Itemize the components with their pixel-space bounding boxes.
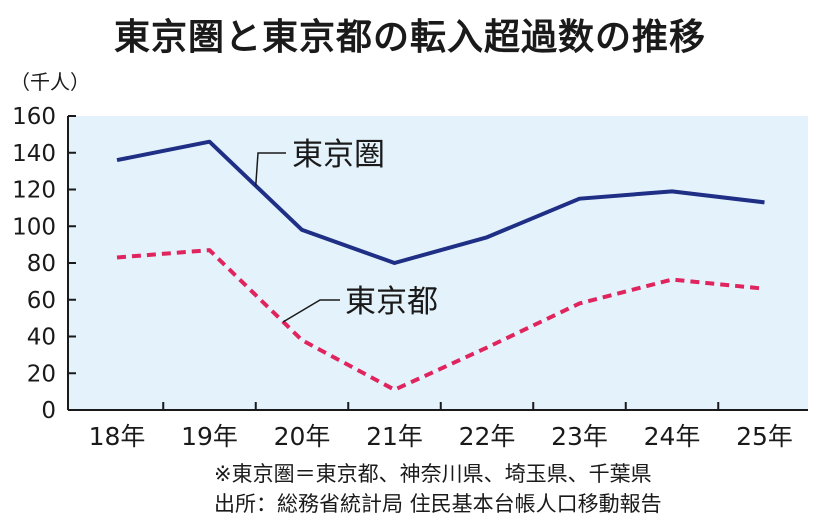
y-tick-label: 80 [27, 251, 56, 277]
x-tick-label: 23年 [551, 422, 608, 451]
y-tick-label: 120 [12, 178, 56, 204]
series-label-tokyo-metro: 東京都 [345, 284, 438, 320]
x-tick-label: 24年 [644, 422, 701, 451]
x-tick-label: 22年 [459, 422, 516, 451]
y-tick-label: 140 [12, 141, 56, 167]
axes: 0 20 40 60 80 100 120 140 160 18年 19年 20年 21年 22年 23年 2… [12, 104, 808, 451]
y-tick-label: 20 [27, 361, 56, 387]
x-tick-label: 21年 [366, 422, 423, 451]
source-note: 出所：総務省統計局 住民基本台帳人口移動報告 [214, 492, 662, 516]
y-tick-label: 160 [12, 104, 56, 130]
y-tick-label: 40 [27, 325, 56, 351]
leader-line [282, 299, 340, 323]
y-tick-label: 0 [41, 398, 56, 424]
footnote: ※東京圏＝東京都、神奈川県、埼玉県、千葉県 [214, 462, 652, 486]
series-layer [116, 139, 765, 392]
chart-title: 東京圏と東京都の転入超過数の推移 [113, 17, 706, 58]
y-tick-label: 60 [27, 288, 56, 314]
y-axis-unit-label: （千人） [10, 70, 90, 94]
series-line-tokyo-metro [116, 248, 765, 392]
y-tick-label: 100 [12, 214, 56, 240]
series-line-tokyo-area [116, 139, 765, 265]
x-tick-label: 25年 [736, 422, 793, 451]
x-tick-label: 18年 [89, 422, 146, 451]
x-tick-label: 20年 [274, 422, 331, 451]
leader-line [255, 152, 286, 186]
plot-area [68, 116, 808, 410]
series-label-tokyo-area: 東京圏 [292, 137, 385, 173]
x-tick-label: 19年 [181, 422, 238, 451]
